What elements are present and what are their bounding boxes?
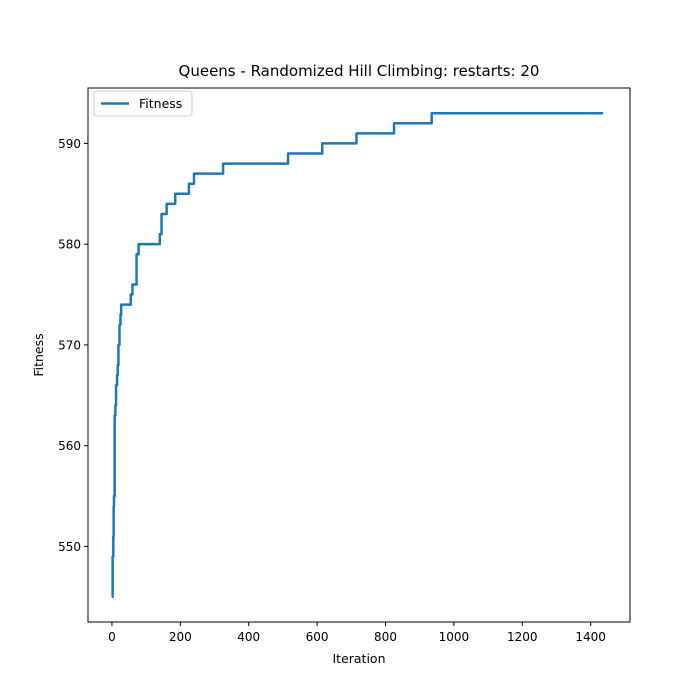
- y-tick-label: 570: [58, 338, 81, 352]
- x-tick-label: 800: [374, 630, 397, 644]
- x-tick-label: 1200: [507, 630, 538, 644]
- x-tick-label: 600: [306, 630, 329, 644]
- plot-area: [87, 87, 631, 623]
- legend-box: [93, 90, 193, 117]
- y-tick-label: 590: [58, 137, 81, 151]
- y-tick-label: 560: [58, 439, 81, 453]
- legend-label-fitness: Fitness: [139, 96, 182, 111]
- y-axis-ticks: 550 560 570 580 590: [58, 137, 88, 554]
- x-axis-ticks: 0 200 400 600 800 1000 1200 1400: [108, 622, 606, 644]
- x-tick-label: 0: [108, 630, 116, 644]
- series-line-fitness: [111, 111, 603, 599]
- y-axis-label: Fitness: [31, 333, 46, 376]
- chart-title: Queens - Randomized Hill Climbing: resta…: [179, 62, 540, 80]
- x-tick-label: 1000: [439, 630, 470, 644]
- x-axis-label: Iteration: [332, 651, 385, 666]
- legend: Fitness: [93, 90, 193, 117]
- x-tick-label: 400: [237, 630, 260, 644]
- x-tick-label: 1400: [575, 630, 606, 644]
- y-tick-label: 580: [58, 238, 81, 252]
- y-tick-label: 550: [58, 540, 81, 554]
- x-tick-label: 200: [169, 630, 192, 644]
- plot-frame: [87, 87, 631, 623]
